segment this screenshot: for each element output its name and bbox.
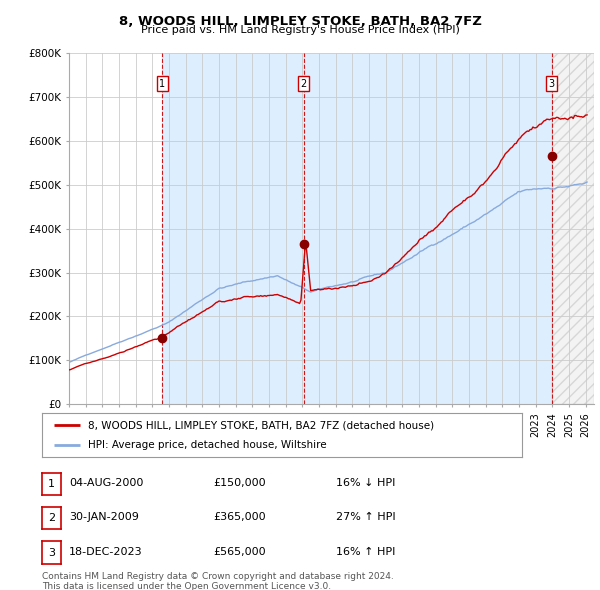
Bar: [162, 53, 551, 404]
Text: 18-DEC-2023: 18-DEC-2023: [69, 547, 143, 556]
Text: 8, WOODS HILL, LIMPLEY STOKE, BATH, BA2 7FZ: 8, WOODS HILL, LIMPLEY STOKE, BATH, BA2 …: [119, 15, 481, 28]
Text: 16% ↑ HPI: 16% ↑ HPI: [336, 547, 395, 556]
Text: £365,000: £365,000: [213, 513, 266, 522]
Text: 3: 3: [48, 548, 55, 558]
Text: Contains HM Land Registry data © Crown copyright and database right 2024.
This d: Contains HM Land Registry data © Crown c…: [42, 572, 394, 590]
Text: Price paid vs. HM Land Registry's House Price Index (HPI): Price paid vs. HM Land Registry's House …: [140, 25, 460, 35]
Text: 8, WOODS HILL, LIMPLEY STOKE, BATH, BA2 7FZ (detached house): 8, WOODS HILL, LIMPLEY STOKE, BATH, BA2 …: [88, 421, 434, 430]
Text: £565,000: £565,000: [213, 547, 266, 556]
Text: 30-JAN-2009: 30-JAN-2009: [69, 513, 139, 522]
Text: 04-AUG-2000: 04-AUG-2000: [69, 478, 143, 488]
Text: HPI: Average price, detached house, Wiltshire: HPI: Average price, detached house, Wilt…: [88, 440, 326, 450]
Text: 3: 3: [548, 79, 555, 89]
Text: 1: 1: [48, 479, 55, 489]
Text: 27% ↑ HPI: 27% ↑ HPI: [336, 513, 395, 522]
Text: 16% ↓ HPI: 16% ↓ HPI: [336, 478, 395, 488]
Text: 2: 2: [48, 513, 55, 523]
Bar: [551, 53, 594, 404]
Text: £150,000: £150,000: [213, 478, 266, 488]
Text: 1: 1: [159, 79, 165, 89]
Text: 2: 2: [301, 79, 307, 89]
